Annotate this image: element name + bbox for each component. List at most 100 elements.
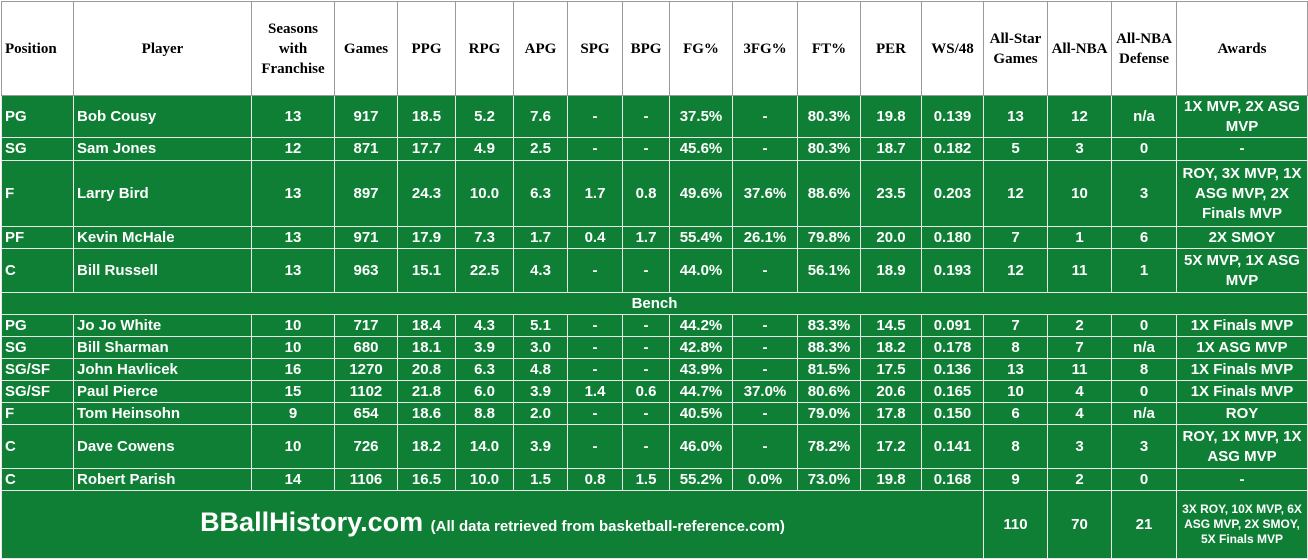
- cell: 37.0%: [732, 380, 798, 403]
- cell: C: [1, 424, 74, 469]
- cell: -: [732, 358, 798, 381]
- cell: -: [732, 137, 798, 161]
- column-header: PPG: [397, 1, 456, 96]
- cell: 8: [983, 336, 1048, 359]
- cell: SG: [1, 336, 74, 359]
- cell: 24.3: [397, 160, 456, 227]
- cell: -: [567, 248, 623, 293]
- cell: 3.9: [455, 336, 514, 359]
- cell: 717: [334, 314, 398, 337]
- cell: 0.141: [921, 424, 984, 469]
- cell: 897: [334, 160, 398, 227]
- column-header: Position: [1, 1, 74, 96]
- cell: 1270: [334, 358, 398, 381]
- cell: 1X Finals MVP: [1176, 380, 1308, 403]
- player-row: F Tom Heinsohn 9 654 18.6 8.8 2.0- -40.5% -79.0%…: [1, 402, 1308, 425]
- cell: 6: [1111, 226, 1177, 249]
- cell: 80.3%: [797, 137, 861, 161]
- cell: 17.5: [860, 358, 922, 381]
- cell: 0.136: [921, 358, 984, 381]
- cell: ROY, 1X MVP, 1X ASG MVP: [1176, 424, 1308, 469]
- cell: -: [622, 358, 670, 381]
- cell: 2: [1047, 314, 1112, 337]
- cell: 7: [1047, 336, 1112, 359]
- cell: 22.5: [455, 248, 514, 293]
- cell: 14: [251, 468, 335, 491]
- cell: 0.6: [622, 380, 670, 403]
- cell: 0: [1111, 380, 1177, 403]
- column-header: WS/48: [921, 1, 984, 96]
- cell: 17.9: [397, 226, 456, 249]
- player-row: SG Sam Jones 12 871 17.7 4.9 2.5- -45.6% -80.3% 1…: [1, 137, 1308, 161]
- column-header: APG: [513, 1, 568, 96]
- cell: 1: [1047, 226, 1112, 249]
- cell: 1.4: [567, 380, 623, 403]
- cell: 0.203: [921, 160, 984, 227]
- cell: 1.5: [622, 468, 670, 491]
- cell: Jo Jo White: [73, 314, 252, 337]
- cell: 963: [334, 248, 398, 293]
- cell: n/a: [1111, 402, 1177, 425]
- cell: 4.8: [513, 358, 568, 381]
- player-row: PG Jo Jo White 10 717 18.4 4.3 5.1- -44.2% -83.3…: [1, 314, 1308, 337]
- player-row: C Robert Parish 14 1106 16.5 10.0 1.5 0.8 1.5 55.…: [1, 468, 1308, 491]
- cell: F: [1, 402, 74, 425]
- cell: 44.0%: [669, 248, 733, 293]
- cell: 0.178: [921, 336, 984, 359]
- column-header: Awards: [1176, 1, 1308, 96]
- player-row: SG/SF John Havlicek 16 1270 20.8 6.3 4.8- -43.9…: [1, 358, 1308, 381]
- cell: 79.8%: [797, 226, 861, 249]
- cell: Robert Parish: [73, 468, 252, 491]
- cell: 1: [1111, 248, 1177, 293]
- column-header: BPG: [622, 1, 670, 96]
- cell: 8: [983, 424, 1048, 469]
- column-header: FT%: [797, 1, 861, 96]
- cell: 5.2: [455, 95, 514, 138]
- cell: 0.8: [622, 160, 670, 227]
- cell: 40.5%: [669, 402, 733, 425]
- cell: 6: [983, 402, 1048, 425]
- cell: ROY, 3X MVP, 1X ASG MVP, 2X Finals MVP: [1176, 160, 1308, 227]
- cell: 654: [334, 402, 398, 425]
- cell: 8: [1111, 358, 1177, 381]
- cell: 88.6%: [797, 160, 861, 227]
- cell: 1.7: [567, 160, 623, 227]
- cell: 0: [1111, 468, 1177, 491]
- cell: 12: [983, 160, 1048, 227]
- header-row: Position Player Seasons with Franchise Game…: [1, 1, 1308, 96]
- cell: 0: [1111, 314, 1177, 337]
- cell: 12: [983, 248, 1048, 293]
- cell: 7.3: [455, 226, 514, 249]
- cell: -: [622, 402, 670, 425]
- total: 21: [1111, 490, 1177, 559]
- cell: -: [622, 95, 670, 138]
- cell: 78.2%: [797, 424, 861, 469]
- cell: 9: [251, 402, 335, 425]
- cell: -: [732, 424, 798, 469]
- cell: 15.1: [397, 248, 456, 293]
- cell: C: [1, 468, 74, 491]
- cell: 1.7: [513, 226, 568, 249]
- column-header: SPG: [567, 1, 623, 96]
- cell: 18.4: [397, 314, 456, 337]
- cell: -: [567, 358, 623, 381]
- cell: 14.0: [455, 424, 514, 469]
- cell: n/a: [1111, 95, 1177, 138]
- cell: 0.182: [921, 137, 984, 161]
- cell: 3: [1047, 424, 1112, 469]
- cell: 0.091: [921, 314, 984, 337]
- cell: 21.8: [397, 380, 456, 403]
- cell: 43.9%: [669, 358, 733, 381]
- cell: -: [622, 137, 670, 161]
- player-row: SG/SF Paul Pierce 15 1102 21.8 6.0 3.9 1.4 0.6 44…: [1, 380, 1308, 403]
- footer-credit: BBallHistory.com (All data retrieved fro…: [1, 490, 984, 559]
- cell: 680: [334, 336, 398, 359]
- cell: 20.0: [860, 226, 922, 249]
- cell: 18.7: [860, 137, 922, 161]
- cell: 3.9: [513, 380, 568, 403]
- cell: 17.8: [860, 402, 922, 425]
- cell: 10: [983, 380, 1048, 403]
- cell: 7: [983, 226, 1048, 249]
- cell: 0.168: [921, 468, 984, 491]
